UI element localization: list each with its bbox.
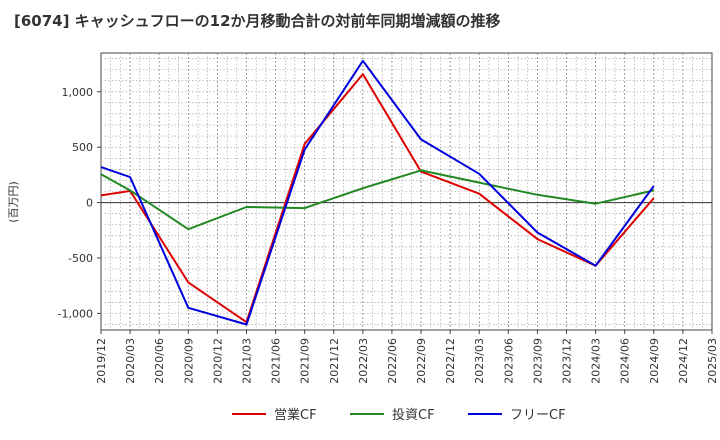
x-tick-label: 2022/06	[386, 338, 399, 384]
x-tick-label: 2023/03	[473, 338, 486, 384]
legend-label-1: 投資CF	[392, 407, 435, 423]
x-tick-label: 2024/06	[619, 338, 632, 384]
y-tick-label: 1,000	[62, 86, 94, 99]
x-tick-label: 2021/12	[328, 338, 341, 384]
y-tick-label: 0	[86, 197, 93, 210]
x-tick-label: 2023/12	[561, 338, 574, 384]
series-line-2	[100, 59, 655, 326]
x-tick-label: 2022/03	[357, 338, 370, 384]
y-axis-label: (百万円)	[7, 181, 20, 223]
y-tick-label: 500	[72, 141, 93, 154]
x-tick-label: 2024/03	[590, 338, 603, 384]
series-line-0	[100, 73, 655, 324]
x-tick-label: 2020/06	[153, 338, 166, 384]
x-tick-label: 2020/12	[211, 338, 224, 384]
y-tick-label: -1,000	[58, 307, 93, 320]
x-tick-label: 2024/12	[677, 338, 690, 384]
y-tick-label: -500	[68, 252, 93, 265]
x-tick-label: 2023/09	[531, 338, 544, 384]
x-tick-label: 2022/09	[415, 338, 428, 384]
x-tick-label: 2025/03	[706, 338, 719, 384]
x-tick-label: 2023/06	[502, 338, 515, 384]
x-tick-label: 2021/09	[299, 338, 312, 384]
legend-label-2: フリーCF	[510, 408, 566, 423]
x-tick-label: 2022/12	[444, 338, 457, 384]
x-tick-label: 2020/03	[124, 338, 137, 384]
x-tick-label: 2019/12	[95, 338, 108, 384]
plot-area: 1,000 500 0 -500 -1,000 2019/12 2020/03 2020/06…	[58, 52, 719, 384]
legend-label-0: 営業CF	[274, 407, 317, 423]
x-tick-label: 2020/09	[182, 338, 195, 384]
x-tick-label: 2021/06	[270, 338, 283, 384]
legend: 営業CF 投資CF フリーCF	[232, 407, 566, 423]
series-line-1	[100, 169, 655, 231]
chart-title: [6074] キャッシュフローの12か月移動合計の対前年同期増減額の推移	[14, 12, 501, 30]
x-tick-label: 2021/03	[240, 338, 253, 384]
x-tick-label: 2024/09	[648, 338, 661, 384]
